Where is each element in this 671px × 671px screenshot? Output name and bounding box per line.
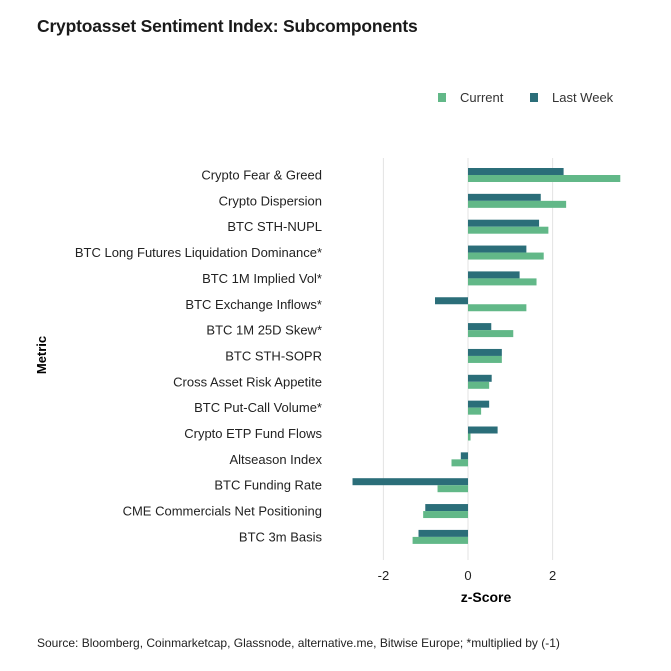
bar-current (412, 536, 468, 544)
bar-last-week (425, 504, 468, 512)
bar-current (423, 511, 468, 519)
bar-last-week (468, 374, 492, 382)
bar-current (468, 304, 527, 312)
bar-current (468, 200, 567, 208)
bar-current (468, 252, 544, 260)
legend-item-current: Current (438, 90, 503, 105)
source-note: Source: Bloomberg, Coinmarketcap, Glassn… (37, 636, 560, 650)
category-label: BTC 1M 25D Skew* (206, 323, 322, 338)
chart-title: Cryptoasset Sentiment Index: Subcomponen… (37, 16, 418, 36)
legend-swatch-last-week (530, 93, 538, 102)
bar-last-week (460, 452, 468, 460)
bar-current (468, 433, 471, 441)
bar-last-week (468, 193, 541, 201)
bar-current (437, 485, 468, 493)
bar-current (468, 175, 621, 182)
y-axis-label: Metric (34, 336, 49, 374)
x-tick-label: -2 (378, 568, 390, 583)
bar-last-week (468, 400, 490, 408)
category-label: BTC STH-NUPL (227, 219, 322, 234)
category-label: BTC Long Futures Liquidation Dominance* (75, 245, 322, 260)
bar-last-week (468, 348, 502, 356)
category-label: BTC 3m Basis (239, 529, 323, 544)
bar-last-week (468, 168, 564, 175)
bar-current (468, 381, 490, 389)
legend-label-current: Current (460, 90, 504, 105)
category-label: BTC 1M Implied Vol* (202, 271, 322, 286)
bar-current (468, 330, 514, 338)
bar-current (468, 355, 502, 363)
bar-current (451, 459, 468, 467)
x-tick-label: 2 (549, 568, 556, 583)
x-tick-label: 0 (464, 568, 471, 583)
bar-last-week (435, 297, 468, 305)
category-label: BTC STH-SOPR (225, 348, 322, 363)
category-label: Crypto ETP Fund Flows (184, 426, 322, 441)
legend-swatch-current (438, 93, 446, 102)
category-label: Crypto Fear & Greed (201, 168, 322, 183)
bar-last-week (468, 271, 520, 279)
bar-current (468, 278, 537, 286)
bar-last-week (468, 219, 540, 227)
category-label: CME Commercials Net Positioning (123, 504, 322, 519)
bar-last-week (468, 323, 492, 331)
bar-last-week (468, 245, 527, 253)
category-label: BTC Put-Call Volume* (194, 400, 322, 415)
category-label: BTC Exchange Inflows* (185, 297, 322, 312)
bar-last-week (468, 426, 498, 434)
category-label: BTC Funding Rate (214, 478, 322, 493)
category-label: Altseason Index (229, 452, 322, 467)
x-axis-label: z-Score (461, 589, 512, 605)
legend-label-last-week: Last Week (552, 90, 614, 105)
bar-current (468, 407, 482, 415)
category-label: Cross Asset Risk Appetite (173, 374, 322, 389)
bar-last-week (352, 478, 468, 486)
bar-last-week (418, 529, 468, 537)
legend-item-last-week: Last Week (530, 90, 613, 105)
bar-current (468, 226, 549, 234)
category-label: Crypto Dispersion (219, 193, 322, 208)
